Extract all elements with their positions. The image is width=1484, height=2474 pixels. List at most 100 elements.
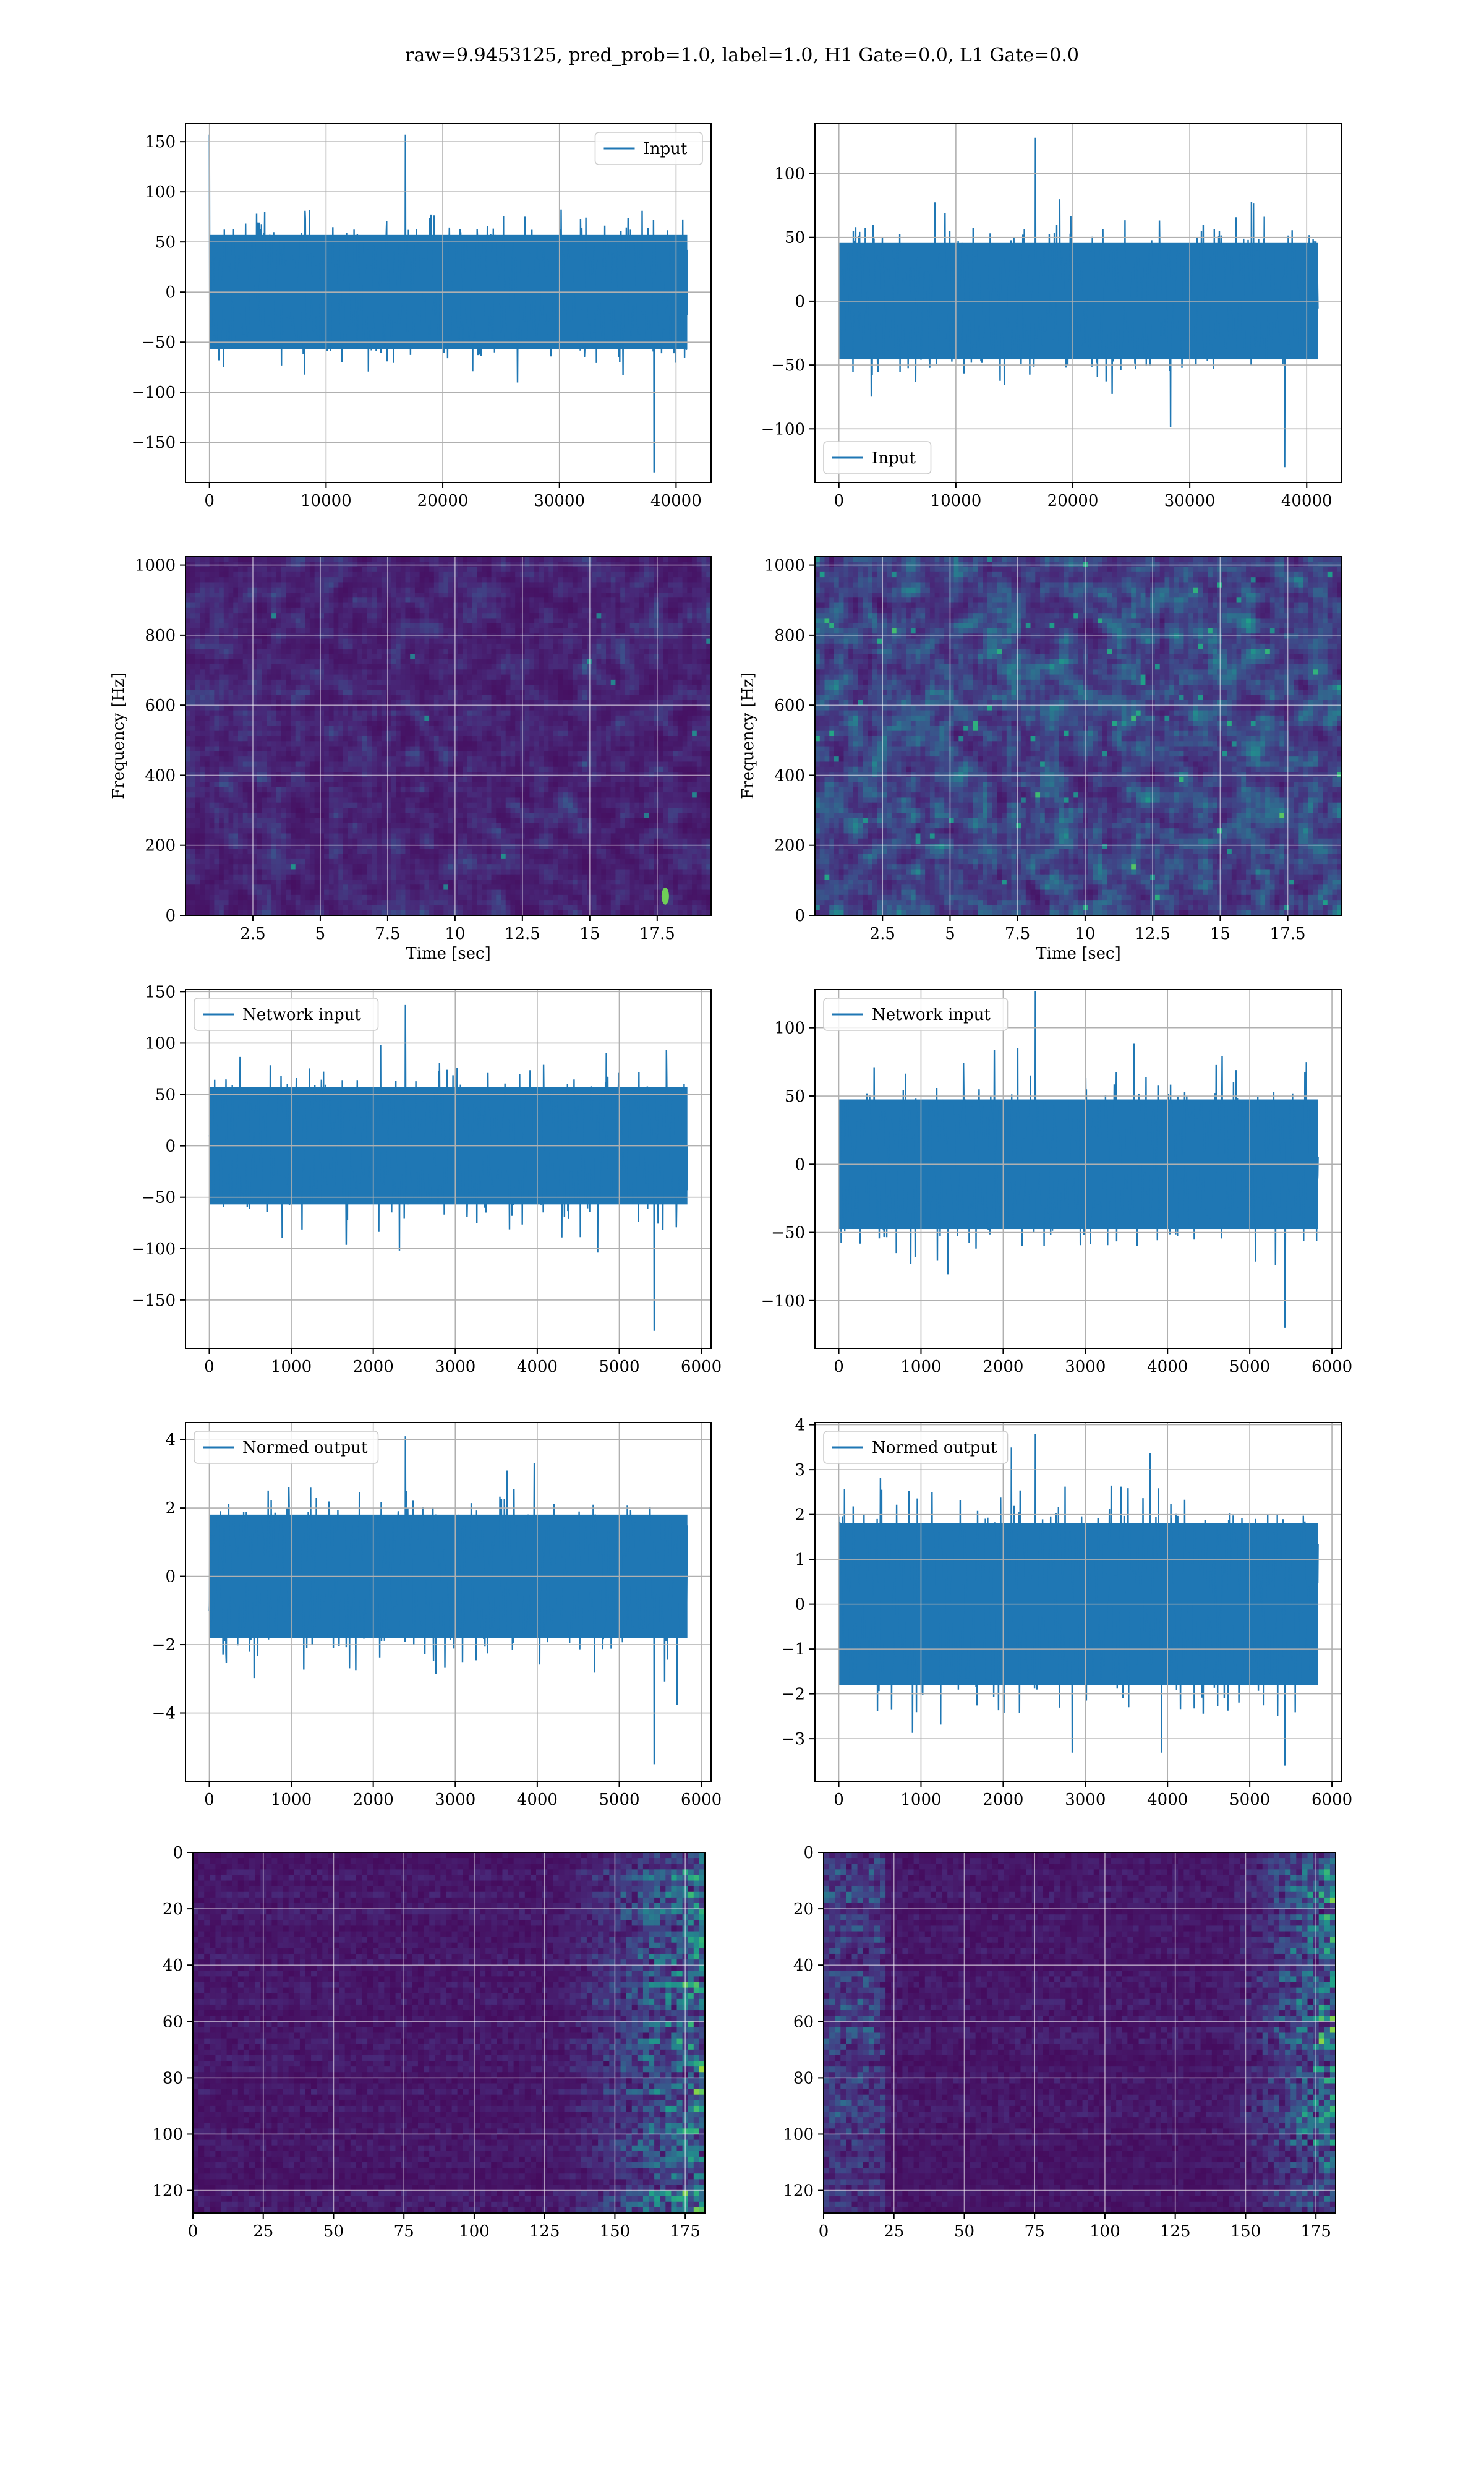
x-tick-label: 0 (834, 1791, 844, 1809)
y-tick-label: 150 (145, 133, 176, 152)
x-tick-label: 17.5 (639, 925, 675, 943)
spectrogram-hot-spot (662, 888, 669, 905)
x-tick-label: 6000 (1311, 1358, 1352, 1376)
y-tick-label: −2 (152, 1636, 176, 1654)
x-tick-label: 4000 (517, 1358, 558, 1376)
y-tick-label: 60 (793, 2013, 814, 2031)
x-tick-label: 5 (945, 925, 955, 943)
y-tick-label: 400 (774, 766, 805, 785)
legend-label: Input (872, 449, 916, 468)
legend-label: Input (644, 140, 688, 158)
y-tick-label: −50 (142, 333, 176, 352)
x-tick-label: 12.5 (505, 925, 540, 943)
feature-map-cells (824, 1852, 1336, 2214)
legend: Normed output (194, 1431, 378, 1463)
y-axis-label: Frequency [Hz] (109, 672, 128, 800)
x-tick-label: 6000 (681, 1358, 722, 1376)
y-tick-label: 0 (165, 283, 176, 302)
x-tick-label: 2.5 (870, 925, 895, 943)
y-axis-label: Frequency [Hz] (739, 672, 757, 800)
y-tick-label: 40 (163, 1956, 183, 1975)
y-tick-label: 0 (803, 1844, 814, 1862)
y-tick-label: 60 (163, 2013, 183, 2031)
y-tick-label: 100 (783, 2125, 814, 2144)
y-tick-label: −2 (782, 1685, 805, 1704)
x-tick-label: 1000 (900, 1358, 941, 1376)
y-tick-label: −150 (132, 434, 176, 452)
x-tick-label: 5000 (1229, 1358, 1270, 1376)
x-tick-label: 2000 (353, 1791, 394, 1809)
x-tick-label: 17.5 (1270, 925, 1306, 943)
x-tick-label: 10000 (931, 492, 982, 510)
x-tick-label: 4000 (517, 1791, 558, 1809)
spectrogram-l1-chart: 2.5 5 7.5 10 12.5 15 17.502004006008001000Time… (739, 557, 1342, 963)
y-tick-label: 1 (795, 1551, 805, 1569)
y-tick-label: 80 (163, 2069, 183, 2087)
y-tick-label: 2 (795, 1506, 805, 1525)
y-tick-label: 4 (795, 1416, 805, 1435)
legend-label: Normed output (242, 1439, 368, 1457)
x-tick-label: 7.5 (375, 925, 400, 943)
x-tick-label: 25 (884, 2222, 904, 2241)
spectrogram-cells (186, 557, 712, 916)
y-tick-label: 20 (163, 1900, 183, 1919)
y-tick-label: 50 (785, 229, 805, 247)
x-tick-label: 100 (1090, 2222, 1120, 2241)
legend: Normed output (824, 1431, 1008, 1463)
y-tick-label: −50 (771, 356, 805, 375)
y-tick-label: −150 (132, 1291, 176, 1310)
legend-label: Normed output (872, 1439, 997, 1457)
x-tick-label: 40000 (1281, 492, 1333, 510)
x-tick-label: 75 (1025, 2222, 1045, 2241)
x-axis-label: Time [sec] (406, 944, 491, 963)
x-tick-label: 7.5 (1005, 925, 1030, 943)
y-tick-label: 120 (152, 2182, 183, 2201)
y-tick-label: 100 (145, 1034, 176, 1053)
x-tick-label: 150 (600, 2222, 631, 2241)
y-tick-label: 2 (165, 1499, 176, 1518)
x-tick-label: 150 (1230, 2222, 1261, 2241)
y-tick-label: −50 (771, 1224, 805, 1243)
x-tick-label: 2000 (353, 1358, 394, 1376)
spectrogram-cells (815, 557, 1342, 916)
y-tick-label: 1000 (764, 557, 805, 575)
y-tick-label: 0 (795, 1596, 805, 1614)
y-tick-label: 0 (165, 907, 176, 925)
y-tick-label: 50 (785, 1087, 805, 1106)
x-tick-label: 175 (1300, 2222, 1331, 2241)
y-tick-label: −4 (152, 1705, 176, 1723)
x-tick-label: 4000 (1147, 1358, 1188, 1376)
x-tick-label: 1000 (271, 1791, 312, 1809)
y-tick-label: 40 (793, 1956, 814, 1975)
y-tick-label: 200 (774, 837, 805, 855)
y-tick-label: 400 (145, 766, 176, 785)
y-tick-label: 0 (795, 1155, 805, 1174)
normed-output-l1-chart: 0 1000 2000 3000 4000 5000 6000−3−2−101234Norm… (782, 1416, 1352, 1809)
y-tick-label: −100 (761, 420, 805, 439)
y-tick-label: 120 (783, 2182, 814, 2201)
x-tick-label: 15 (579, 925, 600, 943)
spectrogram-h1-chart: 2.5 5 7.5 10 12.5 15 17.502004006008001000Time… (109, 557, 712, 963)
x-tick-label: 40000 (650, 492, 702, 510)
x-tick-label: 5000 (599, 1358, 639, 1376)
y-tick-label: −50 (142, 1189, 176, 1207)
y-tick-label: 200 (145, 837, 176, 855)
x-tick-label: 0 (204, 1791, 215, 1809)
y-tick-label: 150 (145, 983, 176, 1001)
input-h1-chart: 0 10000 20000 30000 40000−150−100−5005010015… (132, 124, 711, 510)
x-axis-label: Time [sec] (1036, 944, 1121, 963)
x-tick-label: 2000 (983, 1791, 1023, 1809)
x-tick-label: 0 (204, 492, 215, 510)
x-tick-label: 3000 (1065, 1358, 1106, 1376)
x-tick-label: 75 (394, 2222, 414, 2241)
network-input-l1-chart: 0 1000 2000 3000 4000 5000 6000−100−50050100Ne… (761, 990, 1353, 1376)
x-tick-label: 10 (445, 925, 465, 943)
x-tick-label: 5 (315, 925, 326, 943)
y-tick-label: 100 (145, 183, 176, 202)
y-tick-label: 3 (795, 1461, 805, 1479)
y-tick-label: 100 (774, 1019, 805, 1038)
y-tick-label: 100 (152, 2125, 183, 2144)
